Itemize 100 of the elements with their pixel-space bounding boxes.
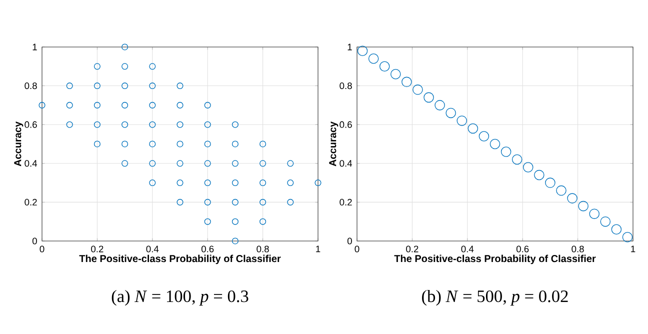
point	[589, 208, 600, 219]
point	[176, 121, 184, 128]
x-tick-label: 1	[316, 246, 320, 252]
point	[149, 160, 156, 167]
point	[122, 44, 128, 50]
point	[468, 123, 478, 134]
x-axis-title: The Positive-class Probability of Classifier	[79, 254, 281, 264]
point	[122, 121, 128, 128]
point	[260, 198, 266, 206]
text: (a) N = 100, p = 0.3	[112, 290, 248, 306]
point	[149, 102, 156, 108]
point	[176, 82, 184, 90]
y-tick-label: 0.8	[24, 82, 37, 90]
point	[500, 146, 512, 157]
point	[204, 121, 211, 128]
point	[379, 61, 390, 72]
y-tick-label: 0.4	[24, 160, 38, 167]
point	[176, 180, 184, 186]
y-tick-label: 0	[347, 238, 352, 244]
point	[260, 160, 266, 167]
point	[534, 170, 544, 180]
point	[204, 218, 211, 225]
y-tick-label: 0.6	[24, 121, 37, 128]
point	[204, 140, 211, 148]
point	[149, 180, 156, 186]
point	[94, 140, 100, 148]
x-tick-label: 0.4	[146, 246, 159, 252]
point	[122, 160, 128, 167]
point	[232, 140, 238, 148]
point	[149, 82, 156, 90]
point	[232, 180, 238, 186]
point	[478, 131, 490, 142]
point	[176, 140, 184, 148]
point	[232, 218, 238, 225]
point	[287, 198, 294, 206]
x-tick-label: 0	[40, 246, 44, 252]
point	[232, 238, 238, 244]
point	[402, 76, 412, 88]
x-tick-label: 0.2	[91, 246, 104, 252]
point	[204, 198, 211, 206]
point	[600, 216, 611, 227]
point	[94, 121, 100, 128]
x-tick-label: 0.8	[572, 246, 584, 252]
point	[260, 180, 266, 186]
y-tick-label: 0.2	[24, 198, 37, 206]
x-tick-label: 0.4	[461, 246, 474, 252]
point	[260, 140, 266, 148]
point	[622, 232, 633, 242]
point	[204, 102, 211, 108]
point	[390, 69, 401, 80]
x-tick-label: 0.6	[516, 246, 529, 252]
point	[578, 200, 588, 212]
point	[287, 160, 294, 167]
point	[176, 198, 184, 206]
point	[122, 140, 128, 148]
point	[490, 138, 500, 150]
point	[122, 82, 128, 90]
x-tick-label: 0.2	[406, 246, 418, 252]
y-tick-label: 0.6	[340, 121, 352, 128]
point	[456, 116, 468, 126]
point	[94, 63, 100, 70]
point	[232, 121, 238, 128]
point	[94, 82, 100, 90]
point	[567, 193, 578, 204]
point	[149, 140, 156, 148]
y-tick-label: 0.2	[340, 198, 352, 206]
point	[232, 198, 238, 206]
point	[512, 154, 522, 165]
point	[66, 82, 73, 90]
text: (b) N = 500, p = 0.02	[422, 290, 568, 306]
point	[260, 218, 266, 225]
y-axis-title: Accuracy	[14, 122, 24, 166]
x-tick-label: 0.6	[201, 246, 214, 252]
y-tick-label: 0.4	[340, 160, 352, 167]
point	[545, 178, 556, 188]
y-tick-label: 1	[32, 44, 37, 50]
point	[357, 46, 368, 56]
point	[232, 160, 238, 167]
point	[66, 121, 73, 128]
y-tick-label: 0.8	[340, 82, 352, 90]
point	[522, 162, 534, 172]
point	[314, 180, 322, 186]
point	[204, 160, 211, 167]
point	[122, 63, 128, 70]
point	[434, 100, 445, 110]
point	[66, 102, 73, 108]
point	[368, 54, 379, 64]
x-tick-label: 0	[354, 246, 360, 252]
point	[149, 121, 156, 128]
point	[611, 224, 622, 234]
y-tick-label: 0	[32, 238, 37, 244]
point	[424, 92, 434, 103]
point	[122, 102, 128, 108]
y-axis-title: Accuracy	[329, 122, 338, 166]
point	[446, 108, 456, 118]
point	[94, 102, 100, 108]
point	[149, 63, 156, 70]
point	[176, 102, 184, 108]
point	[176, 160, 184, 167]
point	[412, 84, 423, 95]
